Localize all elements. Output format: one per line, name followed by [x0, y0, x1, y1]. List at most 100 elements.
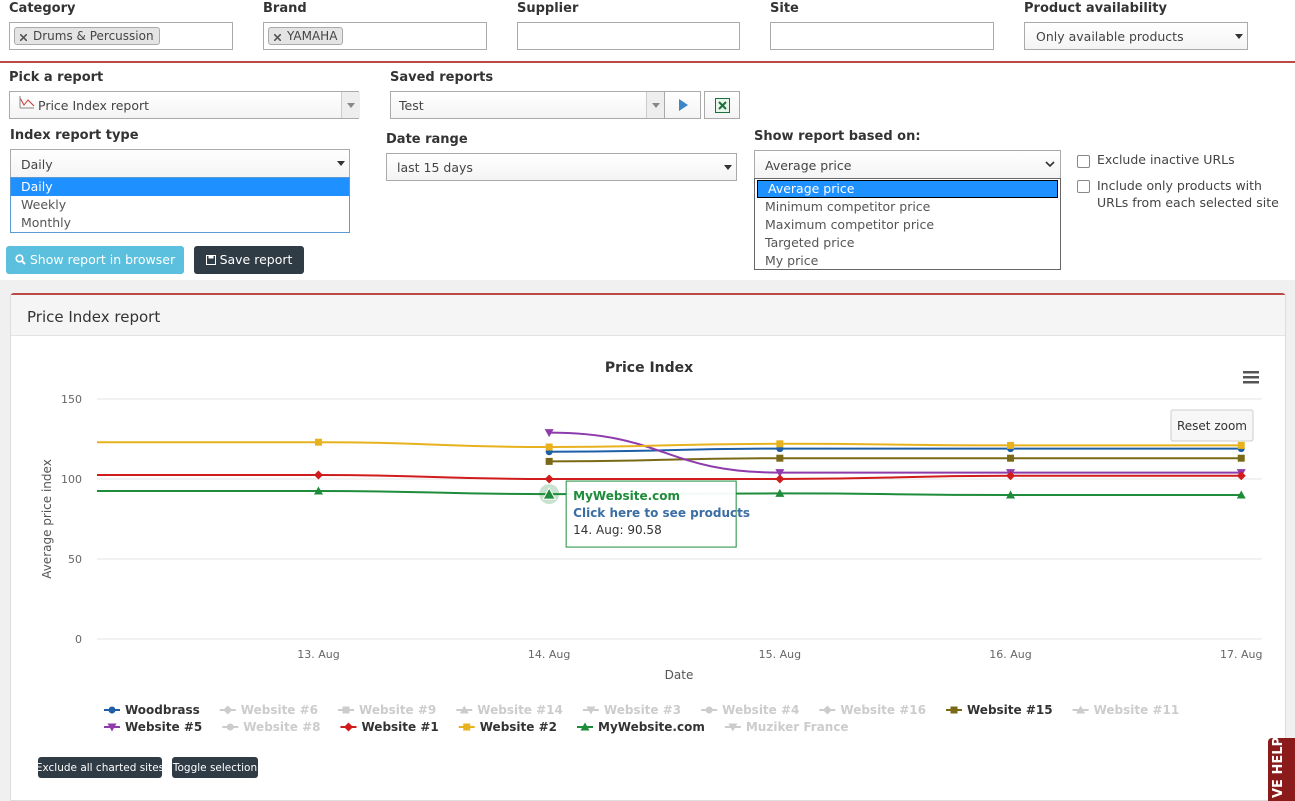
option[interactable]: Maximum competitor price: [765, 217, 935, 232]
legend-label: Website #11: [1094, 703, 1180, 717]
caret: [724, 165, 732, 170]
caret: [337, 161, 345, 166]
legend-item[interactable]: Muziker France: [724, 720, 849, 734]
option[interactable]: My price: [765, 253, 819, 268]
legend-label: Website #5: [125, 720, 202, 734]
caret: [1235, 34, 1243, 39]
option[interactable]: Targeted price: [765, 235, 855, 250]
x-tick-label: 15. Aug: [759, 648, 801, 661]
legend-item[interactable]: Website #15: [946, 703, 1053, 717]
field-label: Index report type: [10, 128, 139, 143]
marker: [84, 439, 91, 446]
legend-item[interactable]: Website #9: [338, 703, 436, 717]
series-line: [549, 457, 1242, 463]
report-select[interactable]: Price Index report: [9, 91, 360, 119]
legend-item[interactable]: Website #6: [219, 703, 318, 717]
option[interactable]: Weekly: [21, 197, 67, 212]
option[interactable]: Average price: [757, 180, 1058, 198]
legend-label: Website #14: [477, 703, 563, 717]
checkbox-label: Include only products with URLs from eac…: [1097, 178, 1279, 210]
legend-item[interactable]: Website #2: [458, 720, 557, 734]
index-type-dropdown: Daily Weekly Monthly: [10, 177, 350, 233]
legend-label: Website #1: [362, 720, 439, 734]
legend-item[interactable]: Website #16: [819, 703, 926, 717]
marker: [107, 723, 117, 732]
category-input[interactable]: Drums & Percussion: [9, 22, 233, 50]
legend-item[interactable]: Website #5: [104, 720, 202, 734]
excel-button[interactable]: [704, 91, 740, 119]
tooltip-link[interactable]: Click here to see products: [573, 506, 750, 520]
marker: [775, 469, 785, 478]
marker: [83, 487, 92, 495]
filter-label: Supplier: [517, 1, 579, 16]
tooltip-box: [565, 480, 737, 548]
legend-item[interactable]: Woodbrass: [104, 703, 200, 717]
marker: [545, 457, 553, 465]
tag-text: YAMAHA: [287, 29, 338, 43]
tooltip-series: MyWebsite.com: [573, 489, 680, 503]
marker: [108, 706, 116, 714]
legend-item[interactable]: Website #4: [701, 703, 799, 717]
select-value: last 15 days: [397, 160, 473, 175]
option[interactable]: Minimum competitor price: [765, 199, 931, 214]
series-line: [549, 447, 1242, 453]
x-tick-label: 16. Aug: [989, 648, 1031, 661]
legend-item[interactable]: Website #1: [340, 720, 439, 734]
legend-item[interactable]: Website #11: [1072, 703, 1180, 717]
marker: [313, 470, 323, 480]
marker: [1007, 441, 1015, 449]
legend-item[interactable]: Website #14: [456, 703, 563, 717]
divider: [0, 61, 1295, 63]
brand-input[interactable]: YAMAHA: [263, 22, 487, 50]
marker: [544, 429, 554, 438]
supplier-input[interactable]: [517, 22, 740, 50]
legend-item[interactable]: Website #8: [222, 720, 321, 734]
show-report-button[interactable]: Show report in browser: [6, 246, 184, 274]
filter-label: Site: [770, 1, 799, 16]
toggle-button[interactable]: [172, 757, 258, 778]
marker: [342, 706, 350, 714]
run-button[interactable]: [664, 91, 701, 119]
marker: [344, 722, 353, 732]
checkbox[interactable]: [1077, 180, 1090, 193]
date-range-select[interactable]: last 15 days: [386, 153, 737, 181]
legend-label: Website #6: [241, 703, 318, 717]
availability-select[interactable]: Only available products: [1024, 22, 1248, 50]
filter-label: Product availability: [1024, 1, 1167, 16]
checkbox[interactable]: [1077, 155, 1090, 168]
select-value: Price Index report: [38, 98, 150, 113]
saved-select[interactable]: Test: [390, 91, 665, 119]
marker: [776, 454, 784, 462]
option[interactable]: Monthly: [21, 215, 72, 230]
save-report-button[interactable]: Save report: [194, 246, 304, 274]
index-type-select[interactable]: Daily: [10, 149, 350, 178]
option[interactable]: Daily: [11, 178, 349, 196]
legend-label: Website #3: [604, 703, 681, 717]
y-tick-label: 50: [68, 553, 82, 566]
tag-text: Drums & Percussion: [33, 29, 154, 43]
chart-title: Price Index: [605, 360, 693, 376]
caret: [652, 103, 660, 108]
legend-label: Muziker France: [746, 720, 849, 734]
based-on-select[interactable]: Average price: [754, 150, 1061, 179]
field-label: Show report based on:: [754, 129, 921, 144]
legend-item[interactable]: Website #3: [582, 703, 681, 717]
marker: [775, 474, 785, 484]
legend-item[interactable]: MyWebsite.com: [577, 720, 705, 734]
site-input[interactable]: [770, 22, 994, 50]
series-line: [97, 473, 1242, 480]
reset-zoom-button[interactable]: [1170, 409, 1254, 442]
caret: [347, 103, 355, 108]
legend-label: Website #9: [359, 703, 436, 717]
x-tick-label: 17. Aug: [1220, 648, 1262, 661]
button-text: Toggle selection: [172, 762, 257, 774]
field-label: Pick a report: [9, 70, 104, 85]
marker: [950, 706, 958, 714]
marker: [586, 706, 596, 715]
marker: [544, 474, 554, 484]
exclude-button[interactable]: [38, 757, 162, 778]
menu-icon[interactable]: [1243, 371, 1259, 384]
live-help[interactable]: VE HELP: [1268, 738, 1295, 801]
